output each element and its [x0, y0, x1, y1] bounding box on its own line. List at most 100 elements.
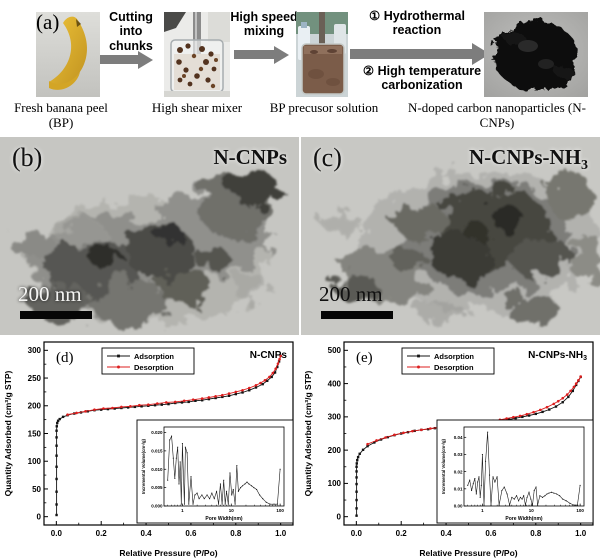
svg-text:1: 1 — [181, 508, 184, 513]
panel-a-label: (a) — [36, 10, 60, 34]
svg-text:1.0: 1.0 — [575, 529, 587, 538]
svg-text:0.00: 0.00 — [454, 504, 463, 509]
svg-text:200: 200 — [28, 402, 42, 411]
svg-text:Incremental Volume(cm³/g): Incremental Volume(cm³/g) — [141, 439, 146, 494]
svg-text:(d): (d) — [56, 350, 74, 366]
svg-text:0.0: 0.0 — [351, 529, 363, 538]
step-cutting-label: Cutting into chunks — [109, 10, 153, 53]
svg-text:0.6: 0.6 — [485, 529, 497, 538]
panel-a-process-flow: (a) Cutting into chunks — [0, 0, 600, 135]
svg-text:0.8: 0.8 — [530, 529, 542, 538]
svg-text:Desorption: Desorption — [434, 363, 474, 372]
svg-text:10: 10 — [529, 508, 535, 513]
tem-image-b — [0, 137, 299, 335]
svg-text:0.000: 0.000 — [151, 504, 163, 509]
svg-text:10: 10 — [229, 508, 235, 513]
svg-text:50: 50 — [32, 485, 41, 494]
svg-text:0.4: 0.4 — [441, 529, 453, 538]
svg-text:Adsorption: Adsorption — [134, 352, 174, 361]
tem-title-c: N-CNPs-NH3 — [469, 145, 588, 174]
panel-c-label: (c) — [313, 143, 342, 172]
caption-ncnps: N-doped carbon nanoparticles (N-CNPs) — [408, 100, 586, 131]
bp-precursor-photo — [296, 12, 348, 97]
svg-text:Pore Width(nm): Pore Width(nm) — [505, 516, 543, 522]
step-hydrothermal-label: ① Hydrothermal reaction — [352, 9, 482, 38]
arrow-right-icon — [100, 55, 138, 64]
svg-text:0.015: 0.015 — [151, 448, 163, 453]
panel-c-tem-ncnps-nh3: (c) N-CNPs-NH3 200 nm — [300, 135, 600, 335]
svg-text:Relative Pressure (P/Po): Relative Pressure (P/Po) — [119, 548, 217, 558]
scalebar-label-b: 200 nm — [18, 282, 82, 306]
svg-text:100: 100 — [276, 508, 284, 513]
isotherm-chart-e: 0.0 0.2 0.4 0.6 0.8 1.0 0 100 200 300 400 500 Relati… — [303, 341, 594, 558]
svg-text:400: 400 — [328, 379, 342, 388]
panel-e-chart-ncnps-nh3: 0.0 0.2 0.4 0.6 0.8 1.0 0 100 200 300 400 500 Relati… — [300, 335, 600, 560]
ncnp-powder-photo — [484, 12, 588, 97]
svg-text:0.02: 0.02 — [454, 469, 463, 474]
svg-text:0: 0 — [37, 512, 42, 521]
step-number-2: ② — [362, 64, 375, 78]
svg-text:0.005: 0.005 — [151, 485, 163, 490]
mixer-illustration — [164, 12, 230, 97]
banana-peel-illustration — [36, 12, 100, 97]
svg-text:300: 300 — [28, 346, 42, 355]
svg-text:100: 100 — [328, 479, 342, 488]
panel-b-tem-ncnps: (b) N-CNPs 200 nm — [0, 135, 300, 335]
svg-text:0.01: 0.01 — [454, 486, 463, 491]
svg-text:100: 100 — [576, 508, 584, 513]
arrow-right-icon — [234, 50, 274, 59]
high-shear-mixer-photo — [164, 12, 230, 97]
svg-text:0.6: 0.6 — [185, 529, 197, 538]
banana-peel-photo — [36, 12, 100, 97]
svg-text:Quantity Adsorbed (cm³/g STP): Quantity Adsorbed (cm³/g STP) — [3, 370, 13, 496]
svg-text:Desorption: Desorption — [134, 363, 174, 372]
powder-illustration — [484, 12, 588, 97]
svg-text:0.4: 0.4 — [141, 529, 153, 538]
caption-shear-mixer: High shear mixer — [151, 100, 243, 115]
svg-text:200: 200 — [328, 446, 342, 455]
svg-text:0.8: 0.8 — [230, 529, 242, 538]
svg-text:150: 150 — [28, 429, 42, 438]
step-1-text: Hydrothermal reaction — [383, 9, 465, 38]
svg-text:0.03: 0.03 — [454, 452, 463, 457]
caption-banana-peel: Fresh banana peel (BP) — [14, 100, 108, 131]
svg-text:500: 500 — [328, 346, 342, 355]
svg-text:0.020: 0.020 — [151, 430, 163, 435]
scalebar-bar-b — [20, 311, 92, 319]
step-carbonization-label: ② High temperature carbonization — [346, 64, 498, 93]
tem-title-b: N-CNPs — [213, 145, 288, 169]
svg-text:N-CNPs: N-CNPs — [250, 350, 288, 361]
svg-text:Pore Width(nm): Pore Width(nm) — [205, 516, 243, 522]
precursor-illustration — [296, 12, 348, 97]
caption-precursor: BP precusor solution — [269, 100, 379, 115]
tem-title-c-main: N-CNPs-NH — [469, 145, 581, 169]
svg-text:0: 0 — [337, 512, 342, 521]
scalebar-label-c: 200 nm — [319, 282, 383, 306]
svg-text:1: 1 — [481, 508, 484, 513]
panel-d-chart-ncnps: 0.0 0.2 0.4 0.6 0.8 1.0 0 50 100 150 200 250 300 Rela… — [0, 335, 300, 560]
tem-title-c-sub: 3 — [581, 158, 588, 174]
svg-text:0.0: 0.0 — [51, 529, 63, 538]
svg-text:0.04: 0.04 — [454, 435, 463, 440]
panel-b-label: (b) — [12, 143, 43, 172]
svg-text:N-CNPs-NH3: N-CNPs-NH3 — [528, 350, 587, 362]
svg-text:Relative Pressure (P/Po): Relative Pressure (P/Po) — [419, 548, 517, 558]
svg-text:300: 300 — [328, 413, 342, 422]
svg-text:0.2: 0.2 — [96, 529, 108, 538]
scalebar-bar-c — [321, 311, 393, 319]
step-mixing-label: High speed mixing — [230, 10, 298, 39]
svg-text:1.0: 1.0 — [275, 529, 287, 538]
step-2-text: High temperature carbonization — [377, 64, 482, 93]
svg-text:0.2: 0.2 — [396, 529, 408, 538]
step-number-1: ① — [369, 9, 381, 23]
svg-text:Adsorption: Adsorption — [434, 352, 474, 361]
svg-text:100: 100 — [28, 457, 42, 466]
svg-text:(e): (e) — [356, 350, 373, 366]
svg-text:0.010: 0.010 — [151, 467, 163, 472]
arrow-right-icon — [350, 49, 472, 59]
svg-text:Quantity Adsorbed (cm³/g STP): Quantity Adsorbed (cm³/g STP) — [303, 370, 313, 496]
tem-image-c — [301, 137, 600, 335]
svg-text:250: 250 — [28, 374, 42, 383]
isotherm-chart-d: 0.0 0.2 0.4 0.6 0.8 1.0 0 50 100 150 200 250 300 Rela… — [3, 341, 294, 558]
